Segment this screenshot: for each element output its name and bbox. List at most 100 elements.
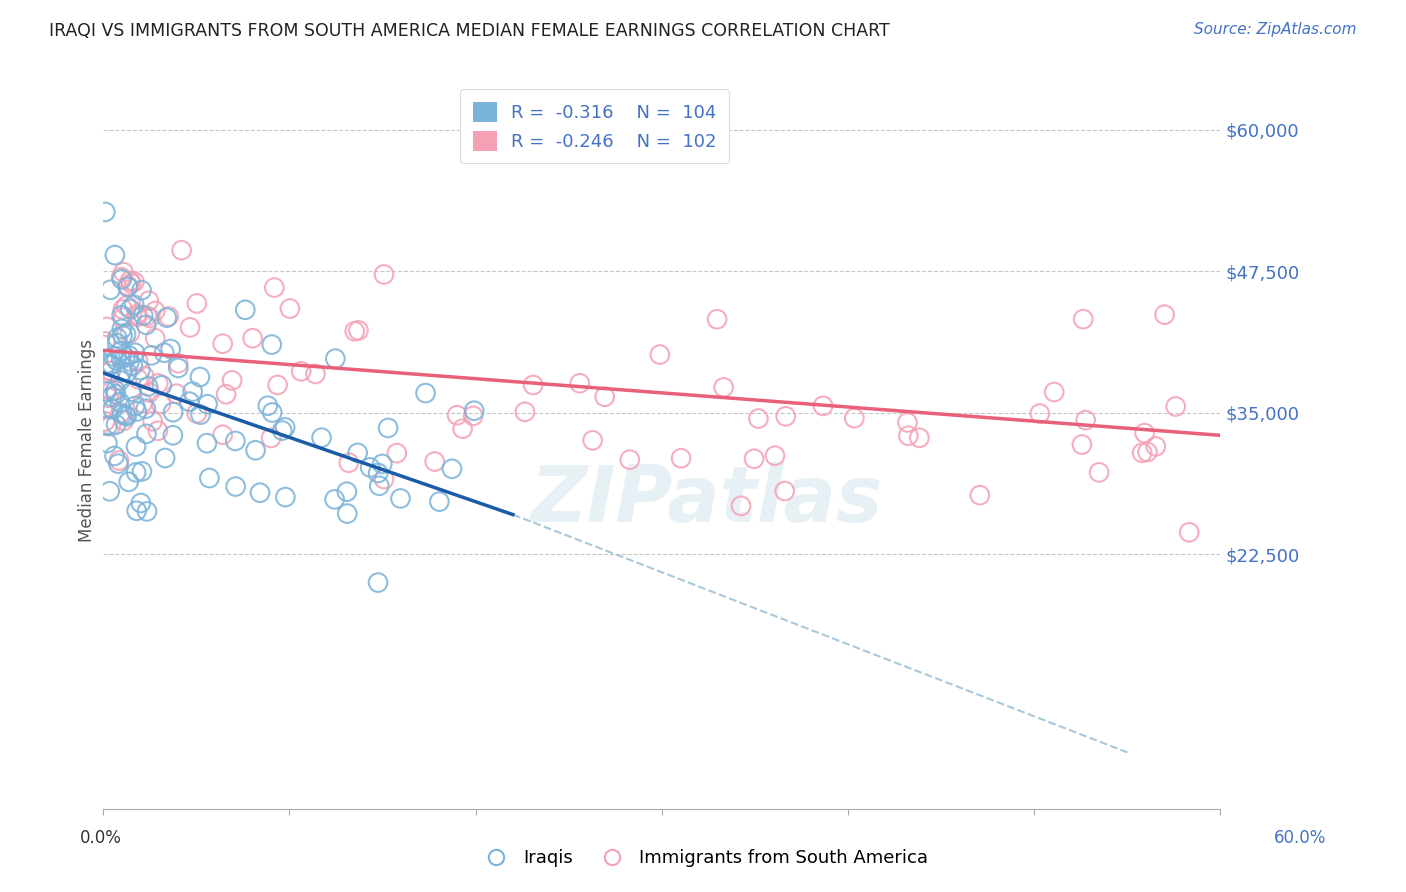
Point [274,420,297,434]
Point [713,380,735,394]
Point [730,499,752,513]
Point [581,434,603,448]
Point [115,299,138,313]
Point [415,386,437,401]
Point [142,414,165,428]
Point [94,205,117,219]
Point [143,304,166,318]
Point [153,450,176,465]
Legend: R =  -0.316    N =  104, R =  -0.246    N =  102: R = -0.316 N = 104, R = -0.246 N = 102 [461,89,730,163]
Point [96,436,118,450]
Point [100,283,122,297]
Point [110,374,132,388]
Point [121,384,143,399]
Point [225,479,247,493]
Point [260,431,283,445]
Point [337,456,360,470]
Point [167,360,190,375]
Point [262,405,284,419]
Point [186,296,208,310]
Point [260,337,283,351]
Point [706,312,728,326]
Point [125,440,148,454]
Point [179,394,201,409]
Point [136,379,159,393]
Point [195,436,218,450]
Point [135,426,157,441]
Point [135,318,157,332]
Point [368,479,391,493]
Point [122,298,145,312]
Point [1043,385,1066,400]
Point [125,308,148,322]
Point [215,387,238,401]
Point [125,466,148,480]
Point [224,434,246,448]
Point [150,378,173,392]
Point [111,407,134,421]
Point [166,386,188,401]
Point [104,384,127,398]
Point [371,457,394,471]
Point [94,414,117,428]
Point [423,454,446,468]
Point [138,293,160,308]
Point [134,369,156,384]
Point [127,310,149,324]
Point [811,399,834,413]
Point [278,301,301,316]
Point [427,494,450,508]
Point [323,492,346,507]
Point [343,324,366,338]
Point [162,428,184,442]
Point [969,488,991,502]
Point [373,472,395,486]
Text: 60.0%: 60.0% [1274,829,1327,847]
Point [131,464,153,478]
Point [593,390,616,404]
Point [110,343,132,358]
Point [111,328,134,343]
Point [132,308,155,322]
Point [115,327,138,342]
Point [118,326,141,340]
Point [143,331,166,345]
Point [266,378,288,392]
Point [896,416,918,430]
Point [157,310,180,324]
Point [1029,407,1052,421]
Point [100,364,122,378]
Point [135,401,157,416]
Point [263,280,285,294]
Point [451,422,474,436]
Point [114,408,136,422]
Point [101,349,124,363]
Point [135,309,157,323]
Point [568,376,591,391]
Point [513,405,536,419]
Point [96,357,118,371]
Point [463,403,485,417]
Point [188,370,211,384]
Point [311,431,333,445]
Point [153,345,176,359]
Point [108,453,131,467]
Point [1133,426,1156,441]
Legend: Iraqis, Immigrants from South America: Iraqis, Immigrants from South America [471,842,935,874]
Point [346,446,368,460]
Point [150,397,173,411]
Point [274,490,297,504]
Point [104,248,127,262]
Point [96,418,118,433]
Point [198,471,221,485]
Point [1088,466,1111,480]
Point [112,414,135,428]
Point [1136,445,1159,459]
Point [233,302,256,317]
Point [170,243,193,257]
Text: IRAQI VS IMMIGRANTS FROM SOUTH AMERICA MEDIAN FEMALE EARNINGS CORRELATION CHART: IRAQI VS IMMIGRANTS FROM SOUTH AMERICA M… [49,22,890,40]
Point [111,365,134,379]
Point [763,449,786,463]
Point [105,353,128,368]
Y-axis label: Median Female Earnings: Median Female Earnings [79,340,96,542]
